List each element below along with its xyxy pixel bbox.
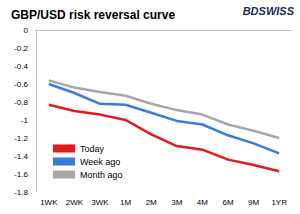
- svg-text:9M: 9M: [248, 198, 259, 207]
- svg-text:3M: 3M: [171, 198, 182, 207]
- svg-text:BDSWISS: BDSWISS: [243, 5, 295, 17]
- svg-text:1WK: 1WK: [40, 198, 58, 207]
- svg-text:-1.8: -1.8: [14, 188, 28, 197]
- svg-text:1M: 1M: [120, 198, 131, 207]
- svg-text:-1.4: -1.4: [14, 152, 28, 161]
- svg-text:-1.2: -1.2: [14, 134, 28, 143]
- svg-text:Today: Today: [80, 144, 105, 154]
- svg-text:-0.4: -0.4: [14, 62, 28, 71]
- svg-text:-0.8: -0.8: [14, 98, 28, 107]
- svg-text:3WK: 3WK: [91, 198, 109, 207]
- svg-text:0: 0: [24, 26, 29, 35]
- svg-text:1YR: 1YR: [271, 198, 287, 207]
- svg-text:4M: 4M: [197, 198, 208, 207]
- svg-text:Month ago: Month ago: [80, 170, 123, 180]
- svg-text:2M: 2M: [146, 198, 157, 207]
- svg-text:GBP/USD risk reversal curve: GBP/USD risk reversal curve: [11, 8, 175, 22]
- svg-text:-1: -1: [21, 116, 29, 125]
- svg-text:-0.2: -0.2: [14, 44, 28, 53]
- svg-text:Week ago: Week ago: [80, 157, 120, 167]
- svg-text:6M: 6M: [222, 198, 233, 207]
- svg-text:-0.6: -0.6: [14, 80, 28, 89]
- svg-text:-1.6: -1.6: [14, 170, 28, 179]
- svg-text:2WK: 2WK: [66, 198, 84, 207]
